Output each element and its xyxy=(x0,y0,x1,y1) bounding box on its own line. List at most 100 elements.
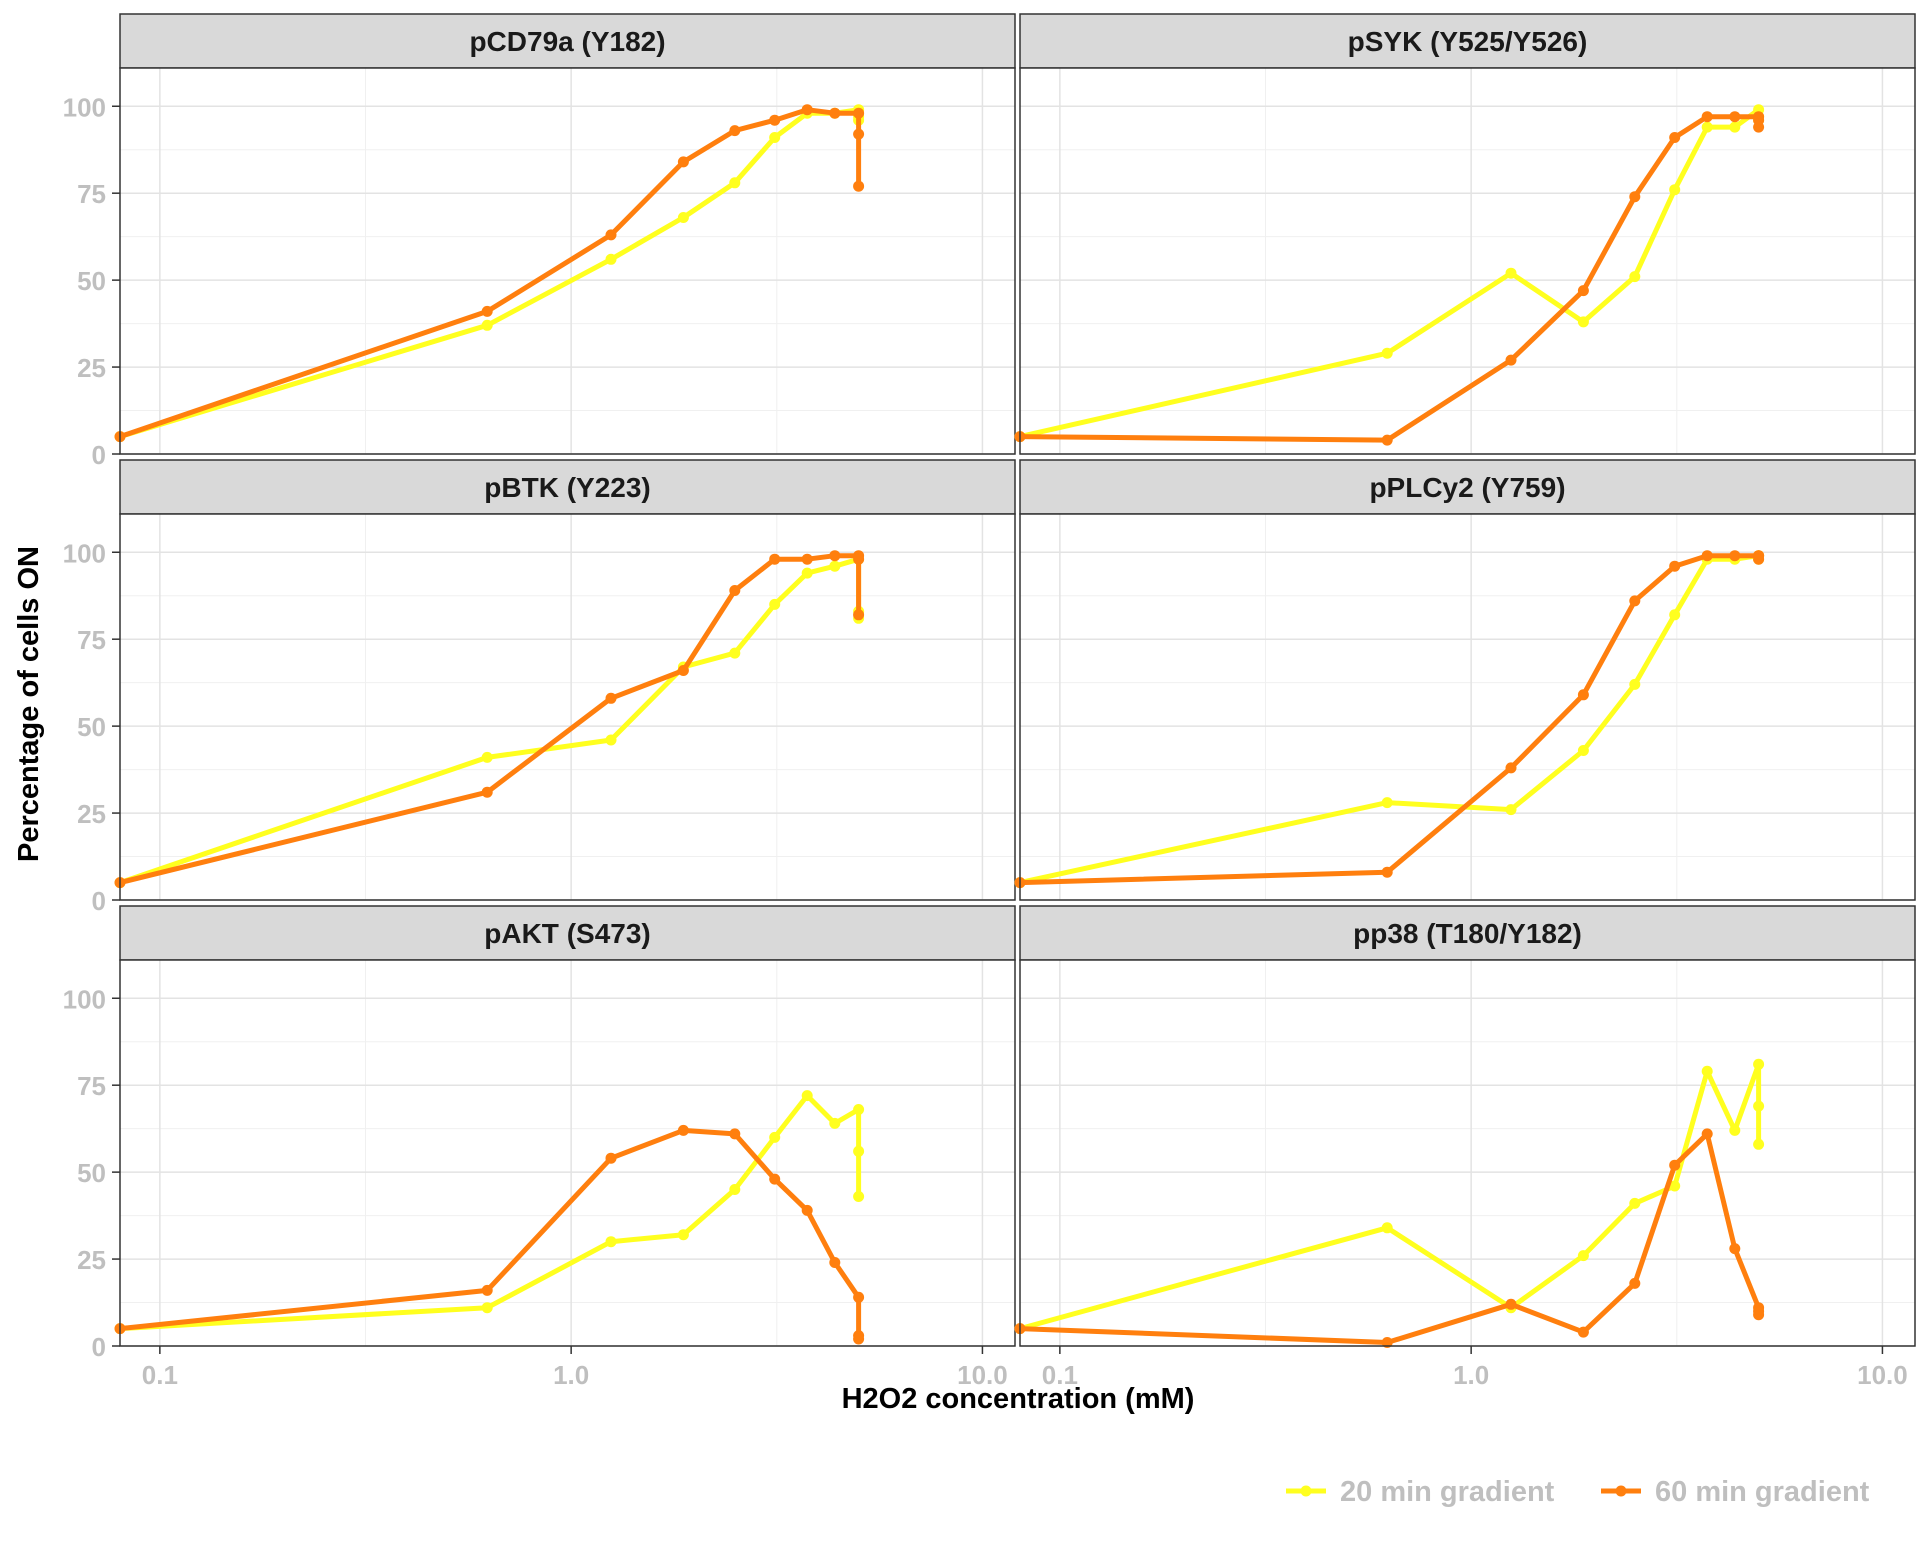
y-tick-label: 50 xyxy=(77,712,106,742)
data-point-60-min-gradient xyxy=(829,1257,841,1268)
y-axis-title: Percentage of cells ON xyxy=(13,546,45,862)
data-point-20-min-gradient xyxy=(1629,1197,1641,1209)
data-point-60-min-gradient xyxy=(1629,1277,1641,1289)
data-point-60-min-gradient xyxy=(677,1124,689,1136)
data-point-20-min-gradient xyxy=(769,598,781,610)
data-point-60-min-gradient xyxy=(1669,1159,1681,1171)
data-point-60-min-gradient xyxy=(729,1128,741,1140)
plot-background xyxy=(120,514,1015,900)
legend-label: 60 min gradient xyxy=(1655,1476,1870,1508)
data-point-60-min-gradient xyxy=(1669,132,1681,143)
data-point-60-min-gradient xyxy=(1753,553,1765,565)
panel-border xyxy=(1019,513,1916,901)
data-point-60-min-gradient xyxy=(853,1333,865,1345)
panel-strip xyxy=(1019,905,1916,961)
data-point-60-min-gradient xyxy=(801,104,813,116)
data-point-20-min-gradient xyxy=(1753,1138,1765,1150)
y-tick-label: 75 xyxy=(77,1071,106,1101)
y-tick-label: 0 xyxy=(92,1332,106,1362)
data-point-60-min-gradient xyxy=(1381,866,1393,878)
series-line-60-min-gradient xyxy=(1017,553,1762,886)
y-tick-label: 25 xyxy=(77,353,106,383)
data-point-60-min-gradient xyxy=(829,107,841,119)
data-point-60-min-gradient xyxy=(1729,550,1741,562)
panel-strip xyxy=(1019,13,1916,69)
data-point-20-min-gradient xyxy=(729,1184,741,1195)
data-point-20-min-gradient xyxy=(1577,316,1589,328)
data-point-20-min-gradient xyxy=(801,1090,813,1102)
y-tick-label: 100 xyxy=(63,984,106,1014)
data-point-60-min-gradient xyxy=(605,692,617,704)
panel-strip xyxy=(1019,459,1916,515)
panels-layer: pCD79a (Y182) pSYK (Y525/Y526) pBTK (Y223)… xyxy=(114,13,1916,1348)
data-point-60-min-gradient xyxy=(853,128,865,140)
data-point-20-min-gradient xyxy=(481,319,493,331)
data-point-60-min-gradient xyxy=(801,553,813,565)
data-point-60-min-gradient xyxy=(481,1284,493,1296)
data-point-60-min-gradient xyxy=(1381,434,1393,446)
data-point-60-min-gradient xyxy=(1505,354,1517,366)
data-point-60-min-gradient xyxy=(829,550,841,562)
data-point-20-min-gradient xyxy=(853,1191,865,1202)
data-point-20-min-gradient xyxy=(605,734,617,746)
data-point-20-min-gradient xyxy=(729,647,741,659)
panel-pplcy2-y759: pPLCy2 (Y759) xyxy=(1014,459,1916,901)
data-point-60-min-gradient xyxy=(605,229,617,241)
data-point-60-min-gradient xyxy=(605,1152,617,1164)
data-point-60-min-gradient xyxy=(1753,1309,1765,1321)
y-tick-label: 25 xyxy=(77,1245,106,1275)
legend-entry-60-min-gradient: 60 min gradient xyxy=(1601,1476,1870,1508)
data-point-20-min-gradient xyxy=(481,751,493,763)
data-point-60-min-gradient xyxy=(1505,762,1517,774)
panel-pcd79a-y182: pCD79a (Y182) xyxy=(114,13,1016,455)
data-point-20-min-gradient xyxy=(829,560,841,572)
x-tick-labels-layer: 0.1 1.0 10.0 0.1 1.0 10.0 xyxy=(142,1346,1908,1390)
legend-key-point xyxy=(1300,1485,1312,1497)
data-point-60-min-gradient xyxy=(853,609,865,621)
data-point-60-min-gradient xyxy=(677,665,689,676)
data-point-60-min-gradient xyxy=(1505,1298,1517,1310)
x-tick-label: 1.0 xyxy=(1453,1360,1489,1390)
panel-pakt-s473: pAKT (S473) xyxy=(114,905,1016,1347)
data-point-60-min-gradient xyxy=(481,305,493,317)
panel-title: pPLCy2 (Y759) xyxy=(1369,472,1565,503)
panel-pbtk-y223: pBTK (Y223) xyxy=(114,459,1016,901)
data-point-20-min-gradient xyxy=(1753,1100,1765,1112)
data-point-20-min-gradient xyxy=(801,567,813,579)
data-point-20-min-gradient xyxy=(1669,1180,1681,1192)
data-point-20-min-gradient xyxy=(1701,121,1713,133)
data-point-60-min-gradient xyxy=(769,114,781,126)
data-point-20-min-gradient xyxy=(853,1145,865,1157)
data-point-60-min-gradient xyxy=(1729,1243,1741,1255)
data-point-60-min-gradient xyxy=(1629,191,1641,203)
data-point-60-min-gradient xyxy=(677,156,689,168)
data-point-60-min-gradient xyxy=(853,107,865,119)
y-tick-label: 75 xyxy=(77,625,106,655)
data-point-20-min-gradient xyxy=(1753,1058,1765,1070)
data-point-60-min-gradient xyxy=(1701,111,1713,123)
data-point-20-min-gradient xyxy=(729,177,741,189)
panel-title: pp38 (T180/Y182) xyxy=(1353,918,1582,949)
x-tick-label: 0.1 xyxy=(1042,1360,1078,1390)
data-point-20-min-gradient xyxy=(1505,804,1517,816)
x-tick-label: 0.1 xyxy=(142,1360,178,1390)
panel-pp38-t180-y182: pp38 (T180/Y182) xyxy=(1014,905,1916,1348)
data-point-60-min-gradient xyxy=(1701,550,1713,562)
legend-key-point xyxy=(1615,1485,1627,1497)
x-tick-label: 10.0 xyxy=(1857,1360,1908,1390)
data-point-20-min-gradient xyxy=(677,1229,689,1241)
data-point-60-min-gradient xyxy=(769,1173,781,1185)
panel-title: pBTK (Y223) xyxy=(484,472,650,503)
panel-title: pAKT (S473) xyxy=(484,918,650,949)
data-point-20-min-gradient xyxy=(853,1104,865,1115)
data-point-60-min-gradient xyxy=(1753,121,1765,133)
y-tick-label: 100 xyxy=(63,92,106,122)
data-point-60-min-gradient xyxy=(1729,111,1741,123)
x-tick-label: 10.0 xyxy=(957,1360,1008,1390)
data-point-20-min-gradient xyxy=(605,253,617,265)
data-point-20-min-gradient xyxy=(605,1236,617,1248)
data-point-60-min-gradient xyxy=(853,180,865,192)
data-point-20-min-gradient xyxy=(677,212,689,223)
